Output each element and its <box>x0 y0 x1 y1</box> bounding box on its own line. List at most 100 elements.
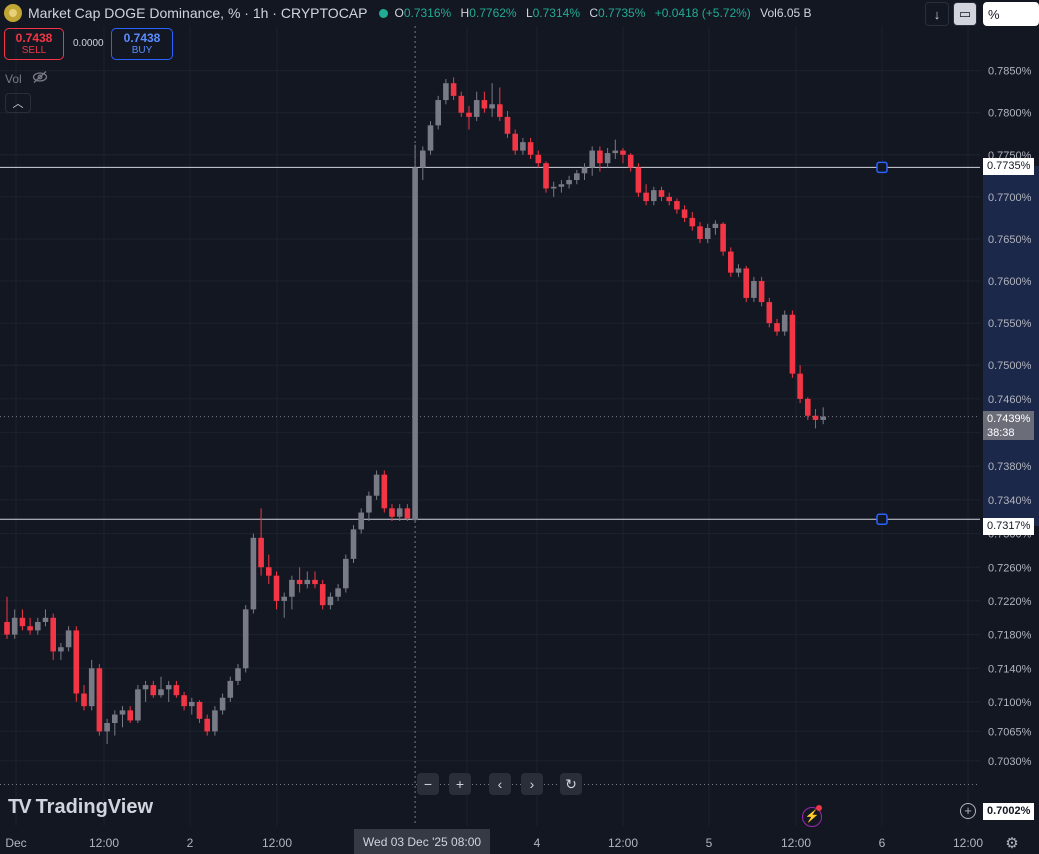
y-tick-label: 0.7600% <box>988 276 1032 288</box>
candle-body <box>489 104 495 109</box>
price-range-highlight <box>983 166 1039 526</box>
scroll-right-button[interactable]: › <box>521 773 543 795</box>
add-alert-icon[interactable]: + <box>960 803 976 819</box>
line-handle <box>876 161 888 174</box>
candle-body <box>789 314 796 374</box>
candle-body <box>319 584 326 606</box>
lower-line-price-tag: 0.7317% <box>983 518 1035 535</box>
candle-body <box>11 617 18 635</box>
candle-body <box>620 150 626 155</box>
candle-body <box>820 416 826 420</box>
bar-countdown: 38:38 <box>987 427 1015 439</box>
candle-body <box>104 722 110 732</box>
candle-body <box>566 180 572 185</box>
y-tick-label: 0.7260% <box>988 562 1032 574</box>
candle-body <box>196 701 203 719</box>
buy-price: 0.7438 <box>123 31 161 45</box>
candle-body <box>96 668 103 732</box>
tradingview-logo: TV TradingView <box>8 796 153 819</box>
candle-body <box>435 100 441 126</box>
spread-value: 0.0000 <box>73 38 104 49</box>
candle-body <box>42 617 49 622</box>
symbol-title[interactable]: Market Cap DOGE Dominance, % · 1h · CRYP… <box>28 5 368 21</box>
candle-body <box>335 588 341 597</box>
y-tick-label: 0.7800% <box>988 108 1032 120</box>
x-tick-label: 2 <box>187 836 194 850</box>
candle-body <box>273 575 280 601</box>
y-tick-label: 0.7700% <box>988 192 1032 204</box>
candle-body <box>627 154 634 168</box>
candle-body <box>150 685 157 696</box>
current-price-value: 0.7439% <box>987 413 1031 425</box>
y-tick-label: 0.7140% <box>988 663 1032 675</box>
collapse-legend-button[interactable]: ︿ <box>5 93 31 113</box>
candle-body <box>728 251 734 273</box>
candle-body <box>797 373 803 399</box>
candle-body <box>512 133 518 151</box>
candle-body <box>27 626 33 631</box>
candle-body <box>127 710 133 721</box>
market-status-icon <box>379 8 389 18</box>
candle-body <box>304 579 311 585</box>
zoom-out-button[interactable]: − <box>417 773 439 795</box>
candle-body <box>343 558 349 589</box>
candle-body <box>88 668 95 707</box>
download-button[interactable]: ↓ <box>925 2 949 26</box>
lightning-icon[interactable]: ⚡ <box>802 807 822 827</box>
buy-label: BUY <box>131 45 153 56</box>
settings-gear-icon[interactable]: ⚙ <box>1005 835 1019 852</box>
candle-body <box>504 116 511 134</box>
candle-body <box>651 190 657 202</box>
candle-body <box>420 150 426 168</box>
sell-button[interactable]: 0.7438 SELL <box>4 28 64 60</box>
candle-body <box>466 112 472 117</box>
candle-body <box>404 508 411 519</box>
candle-body <box>212 710 218 732</box>
screenshot-button[interactable]: ▭ <box>953 2 977 26</box>
candle-body <box>258 537 264 568</box>
candle-body <box>743 268 749 298</box>
y-tick-label: 0.7180% <box>988 630 1032 642</box>
candle-body <box>4 621 10 635</box>
reset-chart-button[interactable]: ↻ <box>560 773 582 795</box>
candle-body <box>681 209 688 218</box>
buy-button[interactable]: 0.7438 BUY <box>111 28 173 60</box>
candle-body <box>674 201 680 210</box>
candle-body <box>427 125 434 151</box>
candle-body <box>758 281 765 303</box>
eye-hidden-icon[interactable] <box>32 70 48 84</box>
candle-body <box>574 173 580 181</box>
y-tick-label: 0.7030% <box>988 756 1032 768</box>
candle-body <box>704 228 711 239</box>
change-value: +0.0418 (+5.72%) <box>654 6 751 20</box>
volume-indicator-label[interactable]: Vol <box>5 72 22 86</box>
x-tick-label: 12:00 <box>953 836 983 850</box>
candle-body <box>643 192 649 202</box>
candle-body <box>266 567 272 576</box>
x-tick-label: 5 <box>706 836 713 850</box>
sell-price: 0.7438 <box>15 31 53 45</box>
candle-body <box>612 150 619 154</box>
percent-toggle[interactable]: % <box>983 2 1039 26</box>
candle-body <box>481 100 488 109</box>
candle-body <box>219 697 226 711</box>
y-tick-label: 0.7380% <box>988 461 1032 473</box>
candle-body <box>358 512 364 530</box>
candle-body <box>812 415 819 420</box>
candle-body <box>242 609 249 669</box>
legend-bar: Market Cap DOGE Dominance, % · 1h · CRYP… <box>0 0 920 26</box>
candle-body <box>658 190 665 197</box>
scroll-left-button[interactable]: ‹ <box>489 773 511 795</box>
candle-body <box>412 167 418 521</box>
zoom-in-button[interactable]: + <box>449 773 471 795</box>
candle-body <box>65 630 72 648</box>
candle-body <box>604 153 611 164</box>
candle-body <box>373 474 380 496</box>
vol-label: Vol <box>760 6 777 20</box>
y-tick-label: 0.7650% <box>988 234 1032 246</box>
x-tick-label: 6 <box>879 836 886 850</box>
candle-body <box>550 186 557 189</box>
candle-body <box>720 223 726 252</box>
x-tick-label: 12:00 <box>89 836 119 850</box>
